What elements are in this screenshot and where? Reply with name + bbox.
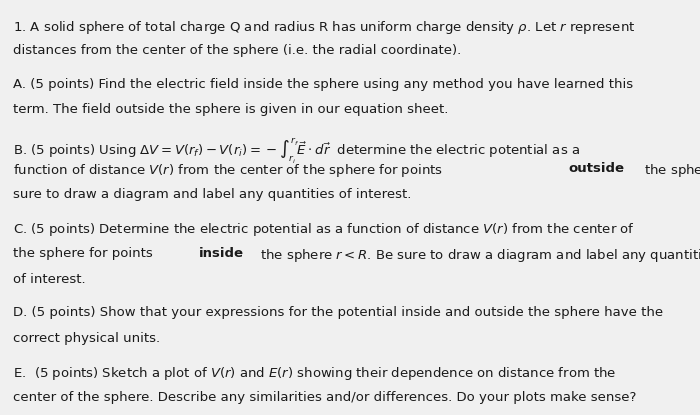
Text: function of distance $V(r)$ from the center of the sphere for points: function of distance $V(r)$ from the cen… (13, 162, 443, 179)
Text: 1. A solid sphere of total charge Q and radius R has uniform charge density $\rh: 1. A solid sphere of total charge Q and … (13, 19, 635, 36)
Text: correct physical units.: correct physical units. (13, 332, 160, 344)
Text: of interest.: of interest. (13, 273, 85, 286)
Text: term. The field outside the sphere is given in our equation sheet.: term. The field outside the sphere is gi… (13, 103, 448, 116)
Text: A. (5 points) Find the electric field inside the sphere using any method you hav: A. (5 points) Find the electric field in… (13, 78, 633, 90)
Text: the sphere $r > R$. Be: the sphere $r > R$. Be (640, 162, 700, 179)
Text: D. (5 points) Show that your expressions for the potential inside and outside th: D. (5 points) Show that your expressions… (13, 306, 663, 319)
Text: B. (5 points) Using $\Delta V = V(r_f) - V(r_i) = -\int_{r_i}^{r_f} \vec{E} \cdo: B. (5 points) Using $\Delta V = V(r_f) -… (13, 137, 580, 166)
Text: the sphere $r < R$. Be sure to draw a diagram and label any quantities: the sphere $r < R$. Be sure to draw a di… (256, 247, 700, 264)
Text: distances from the center of the sphere (i.e. the radial coordinate).: distances from the center of the sphere … (13, 44, 461, 57)
Text: E.  (5 points) Sketch a plot of $V(r)$ and $E(r)$ showing their dependence on di: E. (5 points) Sketch a plot of $V(r)$ an… (13, 365, 616, 382)
Text: sure to draw a diagram and label any quantities of interest.: sure to draw a diagram and label any qua… (13, 188, 411, 201)
Text: outside: outside (568, 162, 624, 175)
Text: inside: inside (198, 247, 244, 260)
Text: the sphere for points: the sphere for points (13, 247, 157, 260)
Text: C. (5 points) Determine the electric potential as a function of distance $V(r)$ : C. (5 points) Determine the electric pot… (13, 221, 634, 238)
Text: center of the sphere. Describe any similarities and/or differences. Do your plot: center of the sphere. Describe any simil… (13, 391, 636, 403)
